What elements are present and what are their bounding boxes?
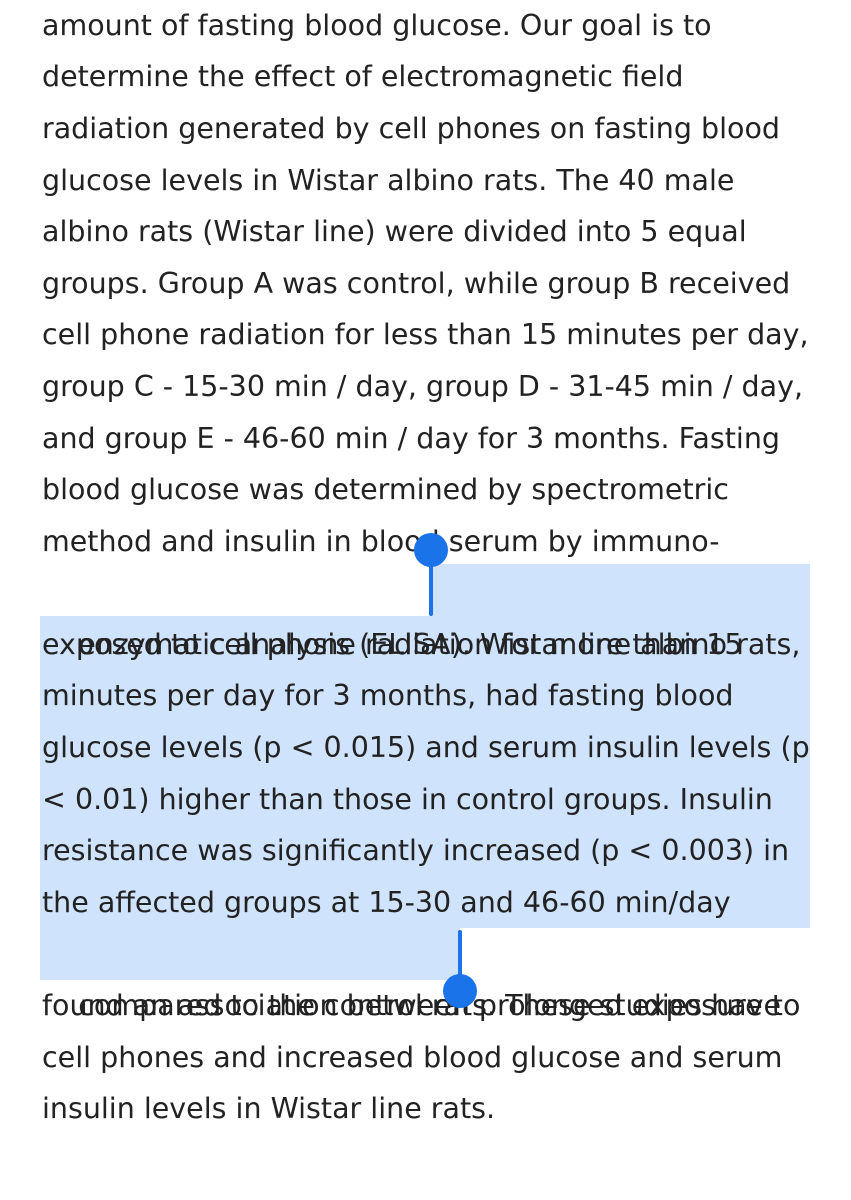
text-line: and group E - 46-60 min / day for 3 mont… (42, 422, 780, 455)
selection-end-handle-bar[interactable] (458, 930, 462, 990)
selection-start-handle-bar[interactable] (429, 550, 433, 616)
text-line: method and insulin in blood serum by imm… (42, 525, 720, 558)
text-line: blood glucose was determined by spectrom… (42, 473, 729, 506)
unselected-text: enzymatic analysis (ELISA). (78, 628, 480, 661)
unselected-text: These studies have (496, 989, 782, 1022)
selection-end-handle-icon[interactable] (443, 974, 477, 1008)
selected-text-line[interactable]: resistance was significantly increased (… (42, 834, 790, 867)
text-line: radiation generated by cell phones on fa… (42, 112, 780, 145)
text-line: group C - 15-30 min / day, group D - 31-… (42, 370, 804, 403)
selection-highlight (40, 616, 810, 928)
selected-text-line[interactable]: glucose levels (p < 0.015) and serum ins… (42, 731, 810, 764)
text-line: cell phones and increased blood glucose … (42, 1041, 783, 1074)
selected-text-line[interactable]: minutes per day for 3 months, had fastin… (42, 679, 734, 712)
text-line: groups. Group A was control, while group… (42, 267, 791, 300)
selected-text-line[interactable]: < 0.01) higher than those in control gro… (42, 783, 773, 816)
text-line: determine the effect of electromagnetic … (42, 60, 684, 93)
text-line: found an association between prolonged e… (42, 989, 801, 1022)
text-line: insulin levels in Wistar line rats. (42, 1092, 496, 1125)
text-line: amount of fasting blood glucose. Our goa… (42, 9, 712, 42)
selected-text[interactable]: compared to the control rats. (78, 989, 497, 1022)
selected-text-line[interactable]: the affected groups at 15-30 and 46-60 m… (42, 886, 731, 919)
selected-text[interactable]: Wistar line albino rats, (479, 628, 801, 661)
text-line: enzymatic analysis (ELISA). Wistar line … (42, 567, 800, 661)
text-line: compared to the control rats. These stud… (42, 928, 781, 1022)
selection-highlight (431, 564, 810, 616)
text-line: cell phone radiation for less than 15 mi… (42, 318, 809, 351)
text-line: albino rats (Wistar line) were divided i… (42, 215, 747, 248)
selected-text-line[interactable]: exposed to cell phone radiation for more… (42, 628, 743, 661)
selection-highlight (40, 928, 460, 980)
text-line: glucose levels in Wistar albino rats. Th… (42, 164, 735, 197)
